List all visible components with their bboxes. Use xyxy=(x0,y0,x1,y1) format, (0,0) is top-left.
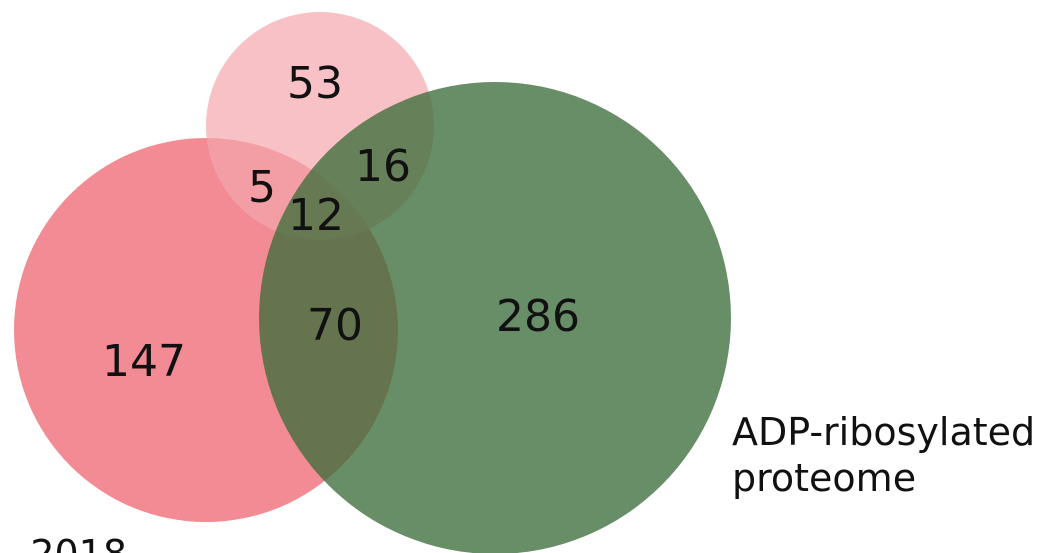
label-red-line-1: ... 2018 xyxy=(0,531,127,553)
label-green-set: ADP-ribosylated proteome xyxy=(732,409,1035,502)
circle-green xyxy=(259,82,731,553)
count-red-green: 70 xyxy=(307,300,363,351)
count-green-only: 286 xyxy=(496,291,580,342)
count-red-only: 147 xyxy=(102,336,186,387)
count-pink-green: 16 xyxy=(355,141,411,192)
label-green-line-2: proteome xyxy=(732,456,917,501)
count-red-pink: 5 xyxy=(248,162,276,213)
label-green-line-1: ADP-ribosylated xyxy=(732,410,1036,454)
count-pink-only: 53 xyxy=(287,58,343,109)
count-all-three: 12 xyxy=(288,190,344,241)
label-red-set: ... 2018 xyxy=(0,531,127,553)
